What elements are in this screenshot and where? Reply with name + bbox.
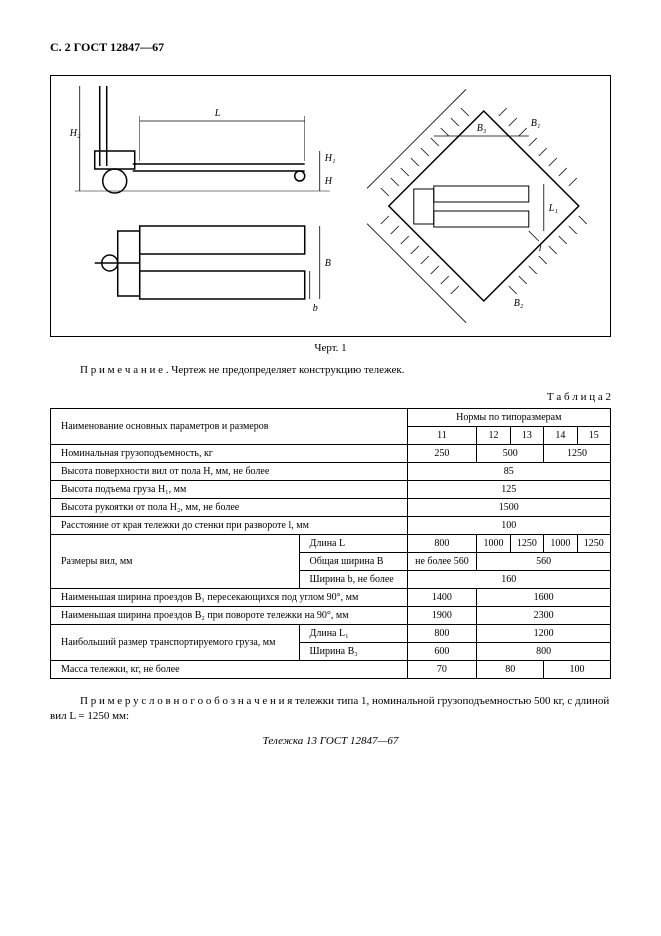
dim-label-l-small: l bbox=[539, 243, 542, 254]
table-row: Наибольший размер транспортируемого груз… bbox=[51, 625, 611, 643]
header-norms: Нормы по типоразмерам bbox=[407, 409, 610, 427]
dim-label-l: L bbox=[214, 108, 221, 119]
table-row: Высота рукоятки от пола H₂, мм, не более… bbox=[51, 499, 611, 517]
table-row: Наименьшая ширина проездов B₂ при поворо… bbox=[51, 607, 611, 625]
dim-label-h1: H₁ bbox=[324, 153, 336, 164]
example-text: П р и м е р у с л о в н о г о о б о з н … bbox=[50, 694, 611, 725]
table-row: Расстояние от края тележки до стенки при… bbox=[51, 517, 611, 535]
table-row: Высота поверхности вил от пола H, мм, не… bbox=[51, 463, 611, 481]
dim-label-b-lower: b bbox=[313, 303, 318, 314]
dim-label-h2: H₂ bbox=[69, 128, 81, 139]
example-designation: Тележка 13 ГОСТ 12847—67 bbox=[50, 735, 611, 747]
table-row: Наименьшая ширина проездов B₁ пересекающ… bbox=[51, 589, 611, 607]
parameters-table: Наименование основных параметров и разме… bbox=[50, 408, 611, 679]
drawing-note: П р и м е ч а н и е . Чертеж не предопре… bbox=[50, 364, 611, 376]
dim-label-b-upper: B bbox=[325, 258, 331, 269]
figure-caption: Черт. 1 bbox=[50, 342, 611, 354]
dim-label-b2: B₂ bbox=[514, 298, 524, 309]
table-row: Масса тележки, кг, не более7080100 bbox=[51, 661, 611, 679]
table-row: Высота подъема груза H₁, мм125 bbox=[51, 481, 611, 499]
table-title: Т а б л и ц а 2 bbox=[50, 391, 611, 403]
dim-label-b1: B₁ bbox=[531, 118, 541, 129]
dim-label-l1: L₁ bbox=[548, 203, 558, 214]
table-row: Номинальная грузоподъемность, кг25050012… bbox=[51, 445, 611, 463]
page-header: С. 2 ГОСТ 12847—67 bbox=[50, 40, 611, 55]
dim-label-b3: B₃ bbox=[477, 123, 487, 134]
header-params: Наименование основных параметров и разме… bbox=[51, 409, 408, 445]
table-row: Размеры вил, ммДлина L800100012501000125… bbox=[51, 535, 611, 553]
technical-drawing: H₂ L H₁ H B b bbox=[50, 75, 611, 337]
dim-label-h: H bbox=[324, 176, 333, 187]
